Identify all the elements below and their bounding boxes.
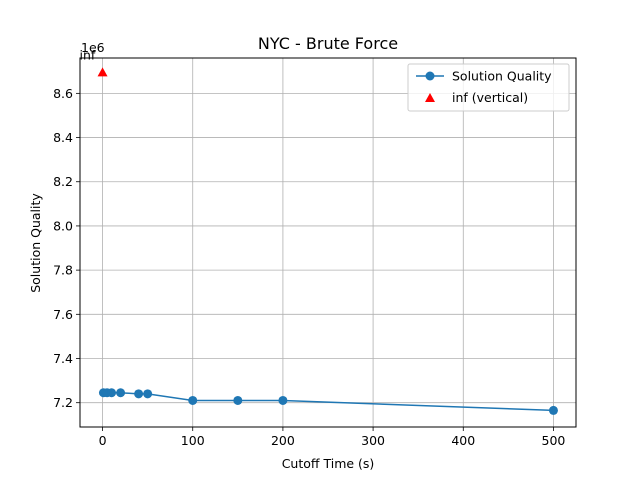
x-tick-label: 100 xyxy=(181,433,205,448)
data-point-inf-vertical xyxy=(97,67,108,77)
x-tick-label: 200 xyxy=(271,433,295,448)
x-tick-label: 300 xyxy=(361,433,385,448)
y-tick-label: 8.2 xyxy=(53,174,73,189)
data-point-solution-quality xyxy=(116,388,126,398)
y-axis-label: Solution Quality xyxy=(28,193,43,293)
chart-title: NYC - Brute Force xyxy=(258,34,398,53)
y-tick-label: 8.0 xyxy=(53,218,73,233)
grid xyxy=(80,58,576,427)
x-axis-label: Cutoff Time (s) xyxy=(282,456,375,471)
x-axis-ticks: 0 100 200 300 400 500 xyxy=(99,427,566,448)
data-point-solution-quality xyxy=(134,389,144,399)
axes-frame xyxy=(79,57,577,428)
annotation-label: inf xyxy=(80,47,96,62)
y-tick-label: 7.4 xyxy=(53,351,73,366)
y-tick-label: 8.6 xyxy=(53,86,73,101)
y-axis-offset-label: 1e6 xyxy=(81,40,105,55)
legend-label-inf-vertical: inf (vertical) xyxy=(452,90,528,105)
y-tick-label: 7.8 xyxy=(53,263,73,278)
y-tick-label: 8.4 xyxy=(53,130,73,145)
legend-marker-inf-vertical xyxy=(425,93,435,102)
data-point-solution-quality xyxy=(188,395,198,405)
y-axis-ticks: 7.2 7.4 7.6 7.8 8.0 8.2 8.4 8.6 xyxy=(53,86,80,410)
legend-marker-solution-quality xyxy=(425,71,435,81)
legend-box xyxy=(407,63,570,112)
data-point-solution-quality xyxy=(548,405,558,415)
data-point-solution-quality xyxy=(143,389,153,399)
y-tick-label: 7.6 xyxy=(53,307,73,322)
x-tick-label: 0 xyxy=(99,433,107,448)
x-tick-label: 400 xyxy=(451,433,475,448)
data-point-solution-quality xyxy=(107,388,117,398)
data-point-solution-quality xyxy=(233,395,243,405)
plot-series xyxy=(97,67,558,415)
annotations: inf xyxy=(80,47,96,62)
y-tick-label: 7.2 xyxy=(53,395,73,410)
legend-label-solution-quality: Solution Quality xyxy=(452,69,552,84)
x-tick-label: 500 xyxy=(542,433,566,448)
data-point-solution-quality xyxy=(278,395,288,405)
legend: Solution Quality inf (vertical) xyxy=(407,63,570,112)
